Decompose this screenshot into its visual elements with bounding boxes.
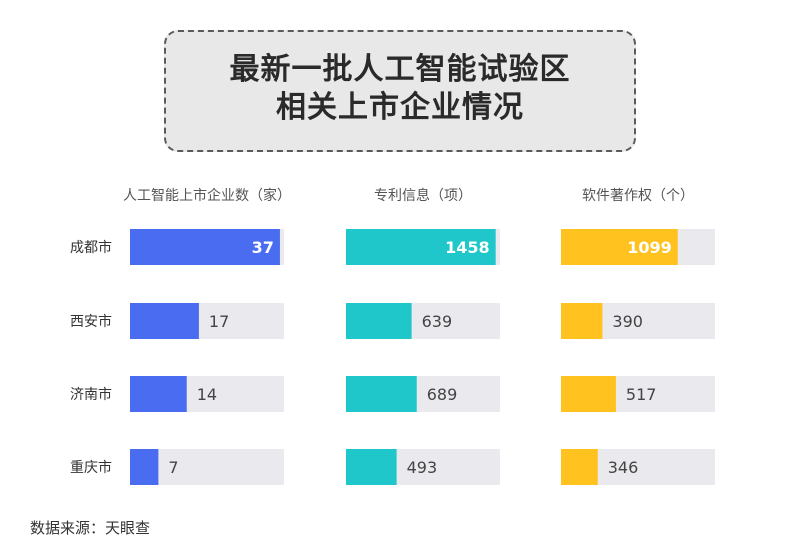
- data-label: 17: [209, 312, 229, 331]
- title-box: 最新一批人工智能试验区 相关上市企业情况: [164, 30, 636, 152]
- panel-header: 软件著作权（个）: [582, 188, 694, 204]
- data-label: 346: [608, 458, 639, 477]
- bar: [346, 376, 417, 412]
- data-label: 1458: [445, 238, 490, 257]
- bar: [561, 449, 598, 485]
- row-label: 成都市: [70, 239, 112, 256]
- data-label: 517: [626, 385, 657, 404]
- row-label: 济南市: [70, 386, 112, 403]
- bar: [130, 229, 280, 265]
- bar: [561, 229, 678, 265]
- data-source: 数据来源：天眼查: [30, 519, 151, 537]
- data-label: 7: [168, 458, 178, 477]
- row-label: 西安市: [70, 313, 112, 330]
- bar: [130, 303, 199, 339]
- bar: [130, 449, 159, 485]
- data-label: 493: [407, 458, 438, 477]
- bar: [346, 229, 496, 265]
- data-label: 1099: [627, 238, 672, 257]
- chart-title-line-1: 最新一批人工智能试验区: [229, 52, 571, 87]
- data-label: 639: [422, 312, 453, 331]
- row-label: 重庆市: [70, 459, 112, 476]
- data-label: 390: [612, 312, 643, 331]
- data-label: 37: [252, 238, 274, 257]
- bar: [346, 303, 412, 339]
- bar: [346, 449, 397, 485]
- data-label: 14: [197, 385, 217, 404]
- bar: [561, 376, 616, 412]
- panel-header: 专利信息（项）: [374, 187, 472, 204]
- bar: [130, 376, 187, 412]
- panel-header: 人工智能上市企业数（家）: [123, 187, 291, 204]
- data-label: 689: [427, 385, 458, 404]
- chart-title-line-2: 相关上市企业情况: [276, 90, 524, 125]
- bar: [561, 303, 603, 339]
